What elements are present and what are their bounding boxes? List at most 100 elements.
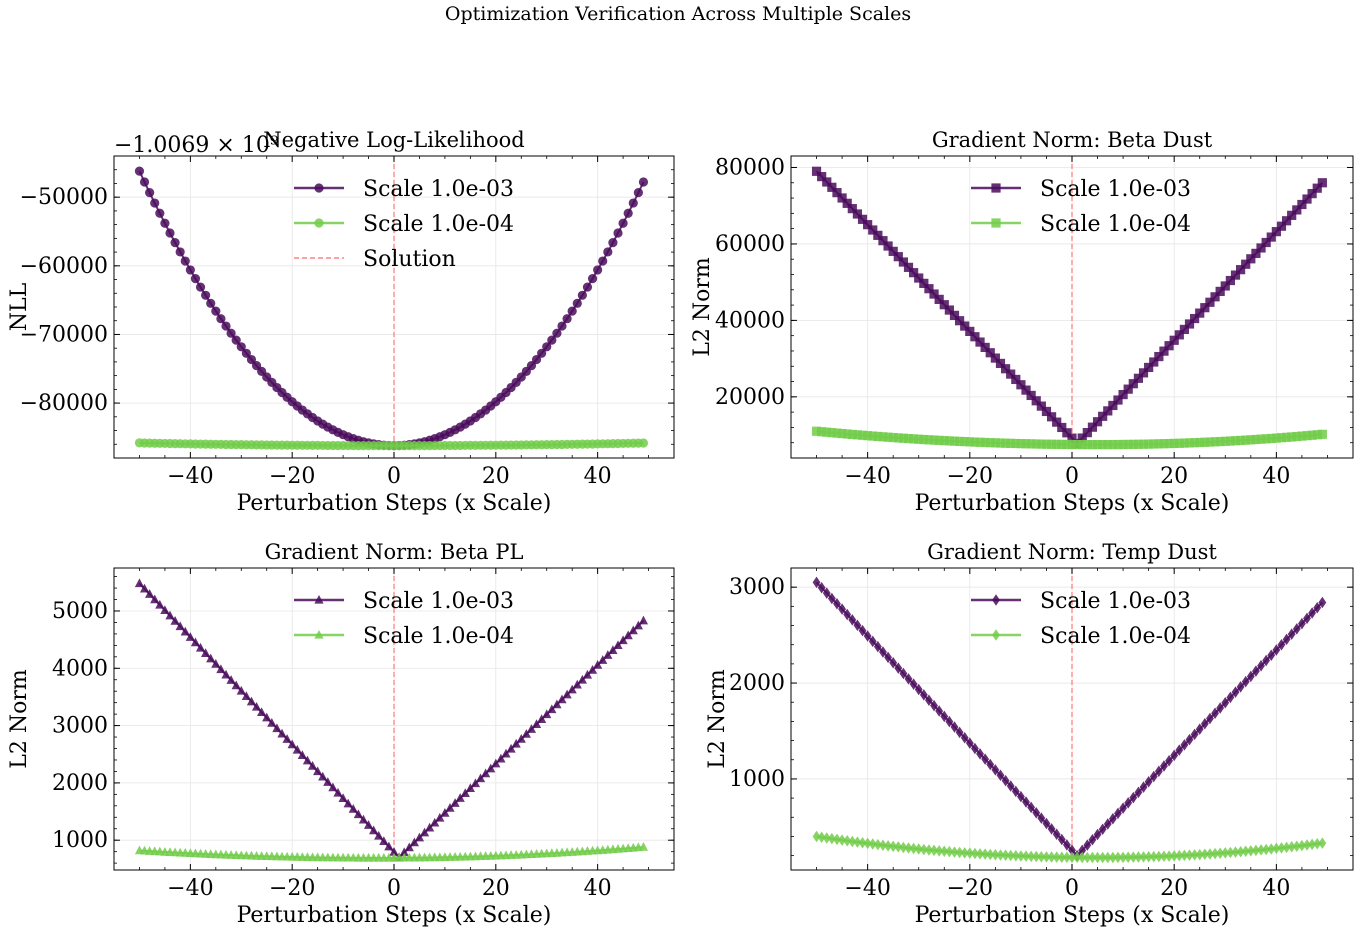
panel-title: Gradient Norm: Beta PL <box>265 540 524 564</box>
data-point <box>496 753 506 763</box>
data-point <box>1190 313 1200 324</box>
data-point <box>1036 401 1046 411</box>
legend-label: Scale 1.0e-04 <box>363 212 514 237</box>
data-point <box>914 683 923 696</box>
data-point <box>899 841 908 854</box>
data-point <box>470 778 481 788</box>
data-point <box>1200 437 1210 447</box>
data-point <box>930 844 938 857</box>
x-tick-label: 20 <box>482 464 510 489</box>
data-point <box>924 284 934 294</box>
data-point <box>150 594 160 604</box>
data-point <box>934 435 944 445</box>
data-point <box>1246 435 1256 445</box>
data-point <box>531 354 542 365</box>
data-point <box>909 268 919 278</box>
data-point <box>1154 439 1164 449</box>
data-point <box>180 256 190 266</box>
data-point <box>1313 838 1322 850</box>
legend-marker <box>314 218 324 228</box>
data-point <box>929 289 939 299</box>
data-point <box>1114 851 1122 864</box>
data-point <box>996 769 1005 782</box>
legend-entry: Scale 1.0e-03 <box>294 177 514 202</box>
data-point <box>1165 850 1173 862</box>
data-point <box>633 620 643 630</box>
data-point <box>990 353 1000 363</box>
data-point <box>1022 796 1030 808</box>
data-point <box>949 436 960 446</box>
data-point <box>633 188 643 198</box>
data-point <box>603 247 613 257</box>
y-tick-label: 3000 <box>729 575 785 600</box>
data-point <box>1031 439 1041 449</box>
data-point <box>930 699 938 712</box>
data-point <box>226 328 236 338</box>
data-point <box>822 177 832 187</box>
data-point <box>1271 227 1281 237</box>
data-point <box>155 599 165 609</box>
data-point <box>1022 850 1030 862</box>
data-point <box>1287 628 1296 640</box>
panel-2: −40 −20 0 20 40 20000 40000 60000 80000 Gradient … <box>690 128 1354 516</box>
y-tick-label: 2000 <box>52 771 108 796</box>
data-point <box>960 847 969 859</box>
data-point <box>1307 189 1317 199</box>
data-point <box>817 831 826 843</box>
x-tick-label: 0 <box>1065 876 1079 901</box>
data-point <box>190 274 201 284</box>
data-point <box>889 840 898 853</box>
data-point <box>873 640 882 653</box>
data-point <box>914 843 923 855</box>
data-point <box>842 198 852 208</box>
data-point <box>903 433 914 444</box>
data-point <box>1057 833 1066 846</box>
data-point <box>450 798 460 807</box>
data-point <box>1216 847 1225 860</box>
data-point <box>985 438 995 448</box>
data-point <box>455 793 465 802</box>
data-point <box>460 788 470 797</box>
data-point <box>623 630 633 640</box>
data-point <box>1118 389 1128 400</box>
data-point <box>267 718 277 727</box>
data-point <box>328 782 338 792</box>
data-point <box>1179 438 1189 448</box>
data-point <box>1077 439 1087 450</box>
data-point <box>1001 774 1010 787</box>
data-point <box>1083 851 1092 864</box>
data-point <box>1175 849 1184 862</box>
data-point <box>1129 851 1138 863</box>
x-tick-label: 0 <box>387 876 401 901</box>
data-point <box>613 640 623 650</box>
data-point <box>481 768 491 778</box>
data-point <box>1041 439 1052 449</box>
data-point <box>1047 851 1056 863</box>
data-point <box>893 252 903 262</box>
data-point <box>195 642 206 652</box>
data-point <box>1308 607 1317 619</box>
data-point <box>1190 728 1199 741</box>
data-point <box>817 172 827 182</box>
data-point <box>547 704 557 714</box>
data-point <box>1103 851 1112 864</box>
data-point <box>593 265 603 275</box>
data-point <box>1169 438 1179 449</box>
data-point <box>139 177 150 187</box>
data-point <box>1088 851 1097 864</box>
data-point <box>863 837 872 850</box>
data-point <box>981 848 990 860</box>
data-point <box>557 321 567 331</box>
legend-entry: Scale 1.0e-03 <box>971 177 1191 202</box>
data-point <box>827 832 836 845</box>
data-point <box>914 434 924 444</box>
data-point <box>572 679 582 689</box>
data-point <box>531 719 542 728</box>
data-point <box>1241 259 1251 269</box>
data-point <box>893 433 903 443</box>
data-point <box>909 842 918 855</box>
data-point <box>1200 848 1209 861</box>
data-point <box>1216 702 1225 714</box>
data-point <box>1027 801 1036 814</box>
data-point <box>1098 440 1108 450</box>
